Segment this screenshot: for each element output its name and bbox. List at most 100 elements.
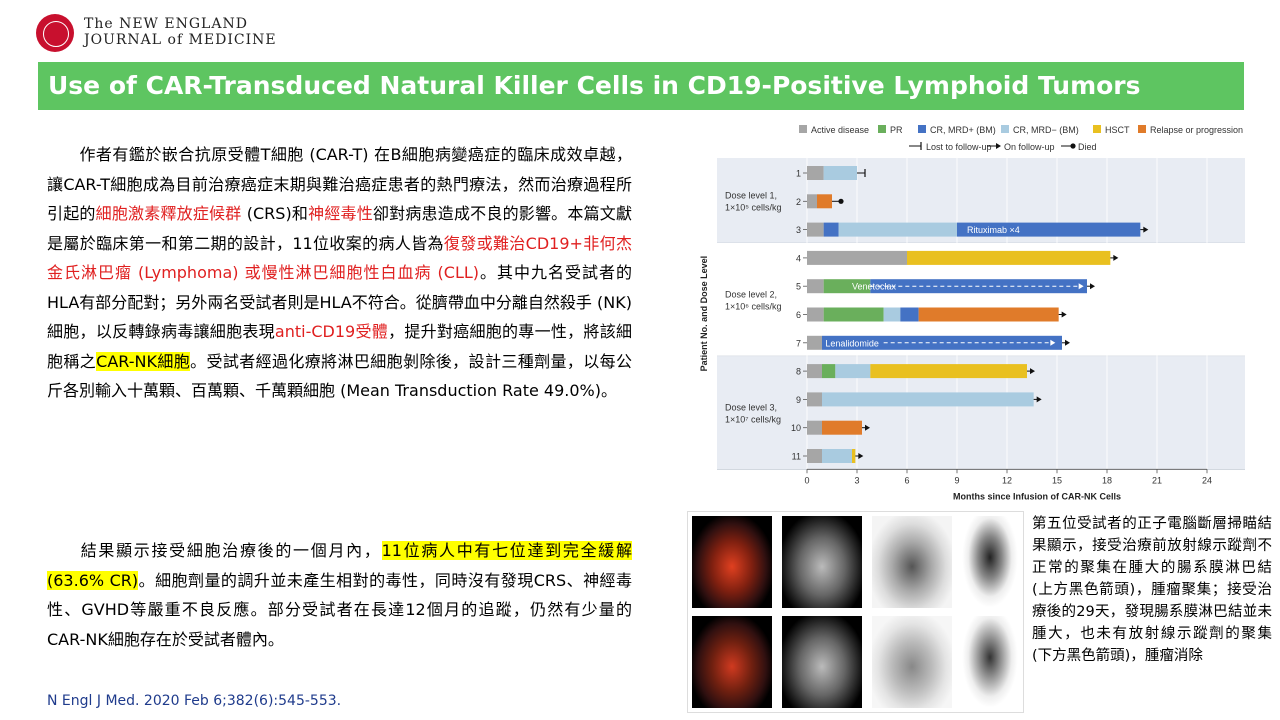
paragraph2-segment: 結果顯示接受細胞治療後的一個月內， xyxy=(79,541,382,560)
chart-plot: Dose level 1, 1×10⁵ cells/kg Dose level 2,… xyxy=(699,158,1245,501)
paragraph1-segment: 。受試者經過化療將淋巴細胞剝除後，設計三種劑量，以每公斤各別輸入十萬顆、百萬顆、… xyxy=(47,351,632,401)
patient-label: 5 xyxy=(796,282,801,292)
dose-label: 1×10⁵ cells/kg xyxy=(725,202,782,212)
x-tick-label: 0 xyxy=(804,475,809,485)
patient-label: 1 xyxy=(796,169,801,179)
bar-segment xyxy=(822,420,862,435)
bar-segment xyxy=(807,222,824,237)
legend-label: CR, MRD− (BM) xyxy=(1013,125,1079,135)
x-tick-label: 18 xyxy=(1102,475,1112,485)
paragraph2-segment: 。細胞劑量的調升並未產生相對的毒性，同時沒有發現CRS、神經毒性、GVHD等嚴重… xyxy=(47,570,632,649)
bar-segment xyxy=(823,166,857,180)
patient-label: 4 xyxy=(796,253,801,263)
legend-marker-label: Lost to follow-up xyxy=(926,142,992,152)
patient-label: 7 xyxy=(796,338,801,348)
legend-label: Active disease xyxy=(811,125,869,135)
end-on-marker xyxy=(1090,283,1095,290)
journal-name: The NEW ENGLAND JOURNAL of MEDICINE xyxy=(84,16,277,48)
bar-segment xyxy=(852,449,856,463)
end-on-marker xyxy=(1065,339,1070,346)
x-tick-label: 24 xyxy=(1202,475,1212,485)
pet-before xyxy=(872,516,952,608)
bar-segment xyxy=(822,364,836,379)
x-tick-label: 12 xyxy=(1002,475,1012,485)
bar-segment xyxy=(883,307,901,322)
paragraph1-segment: 復發或難治CD19+非何杰金氏淋巴瘤 (Lymphoma) 或慢性淋巴細胞性白血… xyxy=(47,233,632,283)
patient-label: 6 xyxy=(796,310,801,320)
pet-ct-images xyxy=(687,511,1024,713)
x-axis-label: Months since Infusion of CAR-NK Cells xyxy=(953,491,1121,501)
bar-segment xyxy=(822,449,852,463)
bar-segment xyxy=(807,166,824,180)
patient-label: 2 xyxy=(796,197,801,207)
paragraph1-segment: CAR-NK細胞 xyxy=(96,351,191,371)
summary-paragraph: 作者有鑑於嵌合抗原受體T細胞 (CAR-T) 在B細胞病變癌症的臨床成效卓越，讓… xyxy=(47,140,632,406)
pet-ct-fused-after xyxy=(692,616,772,708)
bar-segment xyxy=(838,222,957,237)
summary-text: 作者有鑑於嵌合抗原受體T細胞 (CAR-T) 在B細胞病變癌症的臨床成效卓越，讓… xyxy=(47,145,632,400)
paragraph1-segment: 神經毒性 xyxy=(308,204,373,223)
result-text: 結果顯示接受細胞治療後的一個月內，11位病人中有七位達到完全緩解 (63.6% … xyxy=(47,541,632,649)
dose-label: Dose level 1, xyxy=(725,190,777,200)
legend-marker-label: On follow-up xyxy=(1004,142,1055,152)
end-died-marker xyxy=(838,198,844,204)
dose-label: 1×10⁷ cells/kg xyxy=(725,415,781,425)
legend-label: HSCT xyxy=(1105,125,1130,135)
bar-segment xyxy=(822,392,1034,407)
end-on-marker xyxy=(1030,368,1035,375)
x-tick-label: 3 xyxy=(854,475,859,485)
patient-label: 3 xyxy=(796,225,801,235)
legend-swatch xyxy=(878,125,886,133)
legend-label: CR, MRD+ (BM) xyxy=(930,125,996,135)
title-bar: Use of CAR-Transduced Natural Killer Cel… xyxy=(38,62,1244,110)
pet-after xyxy=(872,616,952,708)
swimmer-chart: Active disease PR CR, MRD+ (BM) CR, MRD− (B… xyxy=(699,125,1245,501)
pet-mip-after xyxy=(962,616,1018,708)
paragraph1-segment: anti-CD19受體 xyxy=(274,322,389,341)
end-on-marker xyxy=(1061,311,1067,318)
ct-before xyxy=(782,516,862,608)
legend-swatch xyxy=(1093,125,1101,133)
bar-segment xyxy=(900,307,919,322)
paragraph1-segment: (CRS)和 xyxy=(241,204,309,223)
result-paragraph: 結果顯示接受細胞治療後的一個月內，11位病人中有七位達到完全緩解 (63.6% … xyxy=(47,536,632,654)
paragraph1-segment: 卻對病患造成不良的影響。本篇文獻是屬於臨床第一和第二期的設計，11位收案的病人皆… xyxy=(47,204,632,253)
legend-label: Relapse or progression xyxy=(1150,125,1243,135)
therapy-annotation: Venetoclax xyxy=(852,282,897,292)
x-tick-label: 6 xyxy=(904,475,909,485)
end-on-marker xyxy=(1113,254,1119,261)
legend-label: PR xyxy=(890,125,903,135)
bar-segment xyxy=(823,222,839,237)
slide-title: Use of CAR-Transduced Natural Killer Cel… xyxy=(48,71,1141,100)
y-axis-label: Patient No. and Dose Level xyxy=(699,256,709,372)
legend-marker-arrow xyxy=(996,143,1001,149)
legend-swatch xyxy=(1001,125,1009,133)
therapy-annotation: Lenalidomide xyxy=(825,338,879,348)
dose-label: 1×10⁶ cells/kg xyxy=(725,302,782,312)
bar-segment xyxy=(807,364,822,379)
bar-segment xyxy=(823,279,871,294)
bar-segment xyxy=(807,194,817,209)
therapy-annotation: Rituximab ×4 xyxy=(967,225,1020,235)
patient-label: 8 xyxy=(796,367,801,377)
bar-segment xyxy=(918,307,1059,322)
end-on-marker xyxy=(865,424,870,431)
bar-segment xyxy=(907,250,1111,265)
pet-ct-fused-before xyxy=(692,516,772,608)
end-on-marker xyxy=(858,453,864,459)
bar-segment xyxy=(807,307,824,322)
journal-name-line2: JOURNAL of MEDICINE xyxy=(84,32,277,48)
journal-name-line1: The NEW ENGLAND xyxy=(84,16,248,32)
end-on-marker xyxy=(1143,226,1149,233)
bar-segment xyxy=(807,335,822,350)
end-on-marker xyxy=(1036,396,1042,403)
patient-label: 9 xyxy=(796,395,801,405)
pet-mip-before xyxy=(962,516,1018,608)
citation: N Engl J Med. 2020 Feb 6;382(6):545-553. xyxy=(47,693,342,709)
nejm-seal-logo xyxy=(36,14,74,52)
bar-segment xyxy=(957,222,1141,237)
bar-segment xyxy=(807,449,822,463)
therapy-arrow xyxy=(1078,283,1084,290)
chart-legend: Active disease PR CR, MRD+ (BM) CR, MRD− (B… xyxy=(799,125,1243,152)
patient-label: 11 xyxy=(792,452,801,462)
